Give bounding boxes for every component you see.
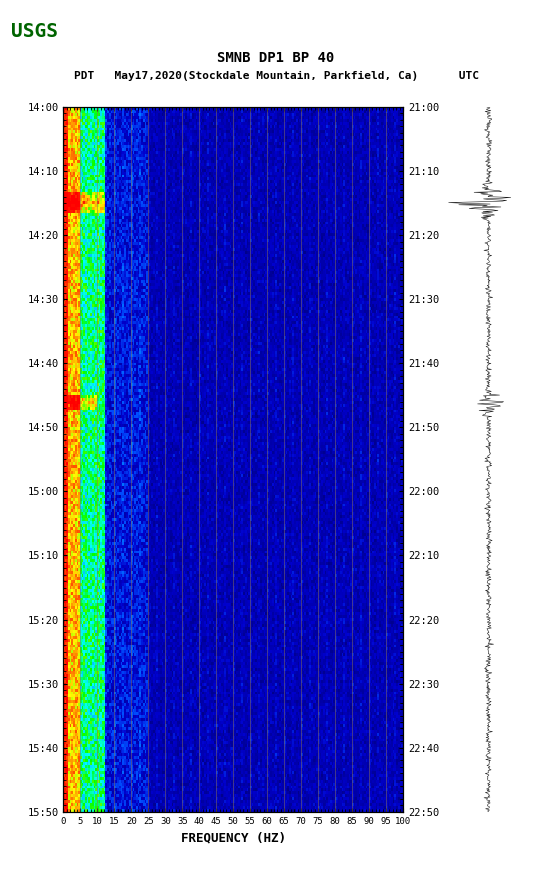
Text: USGS: USGS	[11, 22, 58, 41]
X-axis label: FREQUENCY (HZ): FREQUENCY (HZ)	[181, 831, 286, 844]
Text: PDT   May17,2020(Stockdale Mountain, Parkfield, Ca)      UTC: PDT May17,2020(Stockdale Mountain, Parkf…	[73, 70, 479, 81]
Text: SMNB DP1 BP 40: SMNB DP1 BP 40	[217, 51, 335, 65]
